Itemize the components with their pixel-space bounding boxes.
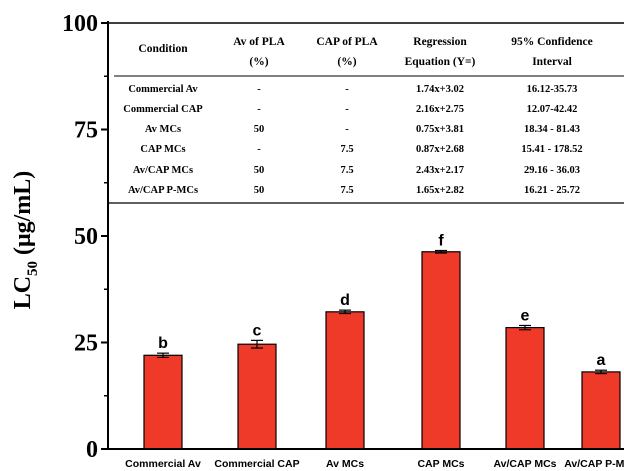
- table-cell: 18.34 - 81.43: [524, 124, 580, 135]
- y-tick-label: 100: [62, 11, 98, 37]
- y-tick-label: 75: [74, 118, 98, 144]
- table-header-text: Equation (Y=): [405, 56, 476, 68]
- table-cell: 1.74x+3.02: [416, 84, 464, 95]
- category-label: CAP MCs: [417, 458, 464, 470]
- table-header-text: 95% Confidence: [511, 36, 592, 48]
- table-cell: 7.5: [340, 144, 353, 155]
- significance-label: e: [521, 307, 530, 324]
- bar: [144, 355, 182, 449]
- bar: [326, 312, 364, 449]
- significance-label: f: [438, 232, 444, 249]
- bar: [238, 344, 276, 449]
- table-cell: 50: [254, 124, 265, 135]
- data-table: Condition Av of PLA (%) CAP of PLA (%) Regres…: [108, 36, 624, 203]
- table-cell: -: [257, 144, 261, 155]
- y-tick-label: 0: [86, 437, 98, 463]
- y-tick-label: 50: [74, 224, 98, 250]
- table-header-cell: Condition: [138, 43, 188, 55]
- table-cell: 50: [254, 185, 265, 196]
- bar: [422, 252, 460, 449]
- table-header-cell: Av of PLA (%): [233, 36, 285, 68]
- table-cell: 1.65x+2.82: [416, 185, 464, 196]
- table-cell: 15.41 - 178.52: [521, 144, 582, 155]
- table-header-text: (%): [249, 56, 268, 68]
- table-cell: -: [345, 104, 349, 115]
- table-cell: 12.07-42.42: [527, 104, 578, 115]
- category-label: Commercial Av: [125, 458, 201, 470]
- table-cell: CAP MCs: [140, 144, 185, 155]
- table-cell: -: [345, 84, 349, 95]
- table-header-text: CAP of PLA: [316, 36, 378, 48]
- table-cell: 50: [254, 165, 265, 176]
- table-row: Av/CAP P-MCs 50 7.5 1.65x+2.82 16.21 - 25.72: [128, 185, 580, 196]
- table-cell: 2.43x+2.17: [416, 165, 464, 176]
- table-cell: -: [345, 124, 349, 135]
- table-cell: 7.5: [340, 165, 353, 176]
- significance-label: d: [340, 292, 350, 309]
- table-cell: Av/CAP P-MCs: [128, 185, 198, 196]
- table-cell: Av/CAP MCs: [133, 165, 193, 176]
- table-header-text: (%): [337, 56, 356, 68]
- table-cell: 16.12-35.73: [527, 84, 578, 95]
- table-header-cell: CAP of PLA (%): [316, 36, 378, 68]
- table-row: Av/CAP MCs 50 7.5 2.43x+2.17 29.16 - 36.03: [133, 165, 580, 176]
- category-label: Av MCs: [326, 458, 364, 470]
- table-cell: -: [257, 84, 261, 95]
- bar: [582, 372, 620, 449]
- table-cell: -: [257, 104, 261, 115]
- category-label: Av/CAP P-MCs: [564, 458, 624, 470]
- significance-label: c: [253, 322, 262, 339]
- table-header-cell: Regression Equation (Y=): [405, 36, 476, 68]
- y-axis-label: LC50 (μg/mL): [10, 171, 41, 310]
- significance-label: a: [597, 352, 606, 369]
- bar: [506, 328, 544, 449]
- table-cell: Commercial Av: [128, 84, 198, 95]
- table-cell: 29.16 - 36.03: [524, 165, 580, 176]
- table-header-text: Interval: [532, 56, 572, 68]
- table-header-cell: 95% Confidence Interval: [511, 36, 592, 68]
- table-row: Av MCs 50 - 0.75x+3.81 18.34 - 81.43: [145, 124, 580, 135]
- table-cell: 2.16x+2.75: [416, 104, 464, 115]
- table-header-text: Av of PLA: [233, 36, 285, 48]
- table-header-text: Condition: [138, 43, 188, 55]
- significance-label: b: [158, 335, 168, 352]
- category-label: Av/CAP MCs: [493, 458, 556, 470]
- table-row: Commercial Av - - 1.74x+3.02 16.12-35.73: [128, 84, 577, 95]
- table-row: Commercial CAP - - 2.16x+2.75 12.07-42.42: [123, 104, 577, 115]
- table-cell: Commercial CAP: [123, 104, 203, 115]
- table-cell: Av MCs: [145, 124, 181, 135]
- y-tick-label: 25: [74, 331, 98, 357]
- category-label: Commercial CAP: [214, 458, 299, 470]
- table-cell: 0.87x+2.68: [416, 144, 464, 155]
- table-header-text: Regression: [413, 36, 467, 48]
- table-cell: 16.21 - 25.72: [524, 185, 580, 196]
- table-row: CAP MCs - 7.5 0.87x+2.68 15.41 - 178.52: [140, 144, 582, 155]
- table-cell: 0.75x+3.81: [416, 124, 464, 135]
- bars: b c d f e a: [144, 232, 620, 449]
- table-cell: 7.5: [340, 185, 353, 196]
